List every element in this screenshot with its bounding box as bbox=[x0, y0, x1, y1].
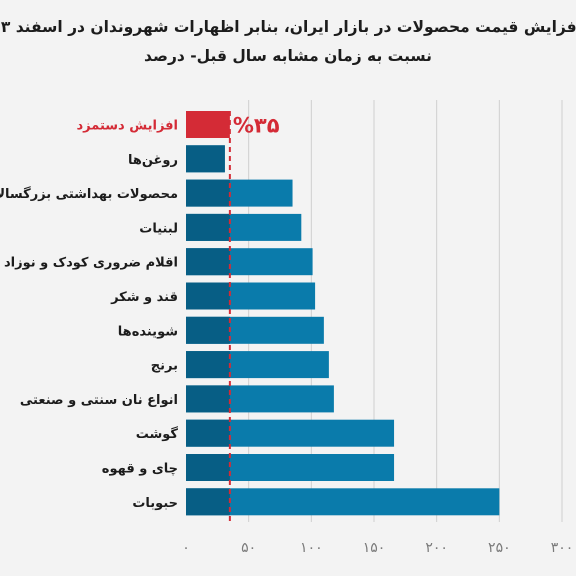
x-tick-label: ۵۰ bbox=[241, 540, 256, 556]
category-label: اقلام ضروری کودک و نوزاد bbox=[4, 256, 178, 271]
x-tick-label: ۲۰۰ bbox=[425, 540, 448, 556]
bar-segment-below-reference bbox=[186, 351, 230, 379]
category-label: محصولات بهداشتی بزرگسالان bbox=[0, 186, 178, 202]
bar-segment-below-reference bbox=[186, 179, 230, 207]
category-label: لبنیات bbox=[139, 221, 178, 236]
chart-subtitle: نسبت به زمان مشابه سال قبل- درصد bbox=[144, 47, 432, 65]
x-tick-label: ۲۵۰ bbox=[488, 540, 511, 556]
bar bbox=[186, 488, 500, 516]
x-tick-label: ۱۰۰ bbox=[300, 540, 323, 556]
category-label: شوینده‌ها bbox=[118, 324, 178, 339]
bar-segment-below-reference bbox=[186, 454, 230, 481]
x-tick-label: ۳۰۰ bbox=[551, 540, 574, 556]
category-label: گوشت bbox=[136, 426, 179, 442]
category-label: روغن‌ها bbox=[128, 153, 178, 168]
bar-segment-below-reference bbox=[186, 282, 230, 310]
chart-title: افزایش قیمت محصولات در بازار ایران، بناب… bbox=[0, 18, 576, 36]
bar-segment-below-reference bbox=[186, 213, 230, 241]
category-label: چای و قهوه bbox=[102, 462, 178, 477]
x-tick-label: ۱۵۰ bbox=[363, 540, 386, 556]
category-label: افزایش دستمزد bbox=[76, 119, 178, 134]
category-label: برنج bbox=[151, 359, 178, 374]
bar-segment-below-reference bbox=[186, 488, 230, 516]
bar-segment-below-reference bbox=[186, 385, 230, 413]
bar-segment-below-reference bbox=[186, 248, 230, 276]
highlight-value-label: %۳۵ bbox=[233, 114, 280, 138]
category-label: قند و شکر bbox=[110, 290, 178, 305]
chart-title-block: افزایش قیمت محصولات در بازار ایران، بناب… bbox=[0, 0, 576, 90]
category-label: حبوبات bbox=[132, 496, 178, 511]
category-label: انواع نان سنتی و صنعتی bbox=[20, 393, 178, 408]
bar-highlight bbox=[186, 111, 230, 138]
bar-segment-below-reference bbox=[186, 145, 225, 173]
x-tick-label: ۰ bbox=[182, 540, 190, 556]
bar-segment-below-reference bbox=[186, 316, 230, 344]
bar-segment-below-reference bbox=[186, 419, 230, 447]
